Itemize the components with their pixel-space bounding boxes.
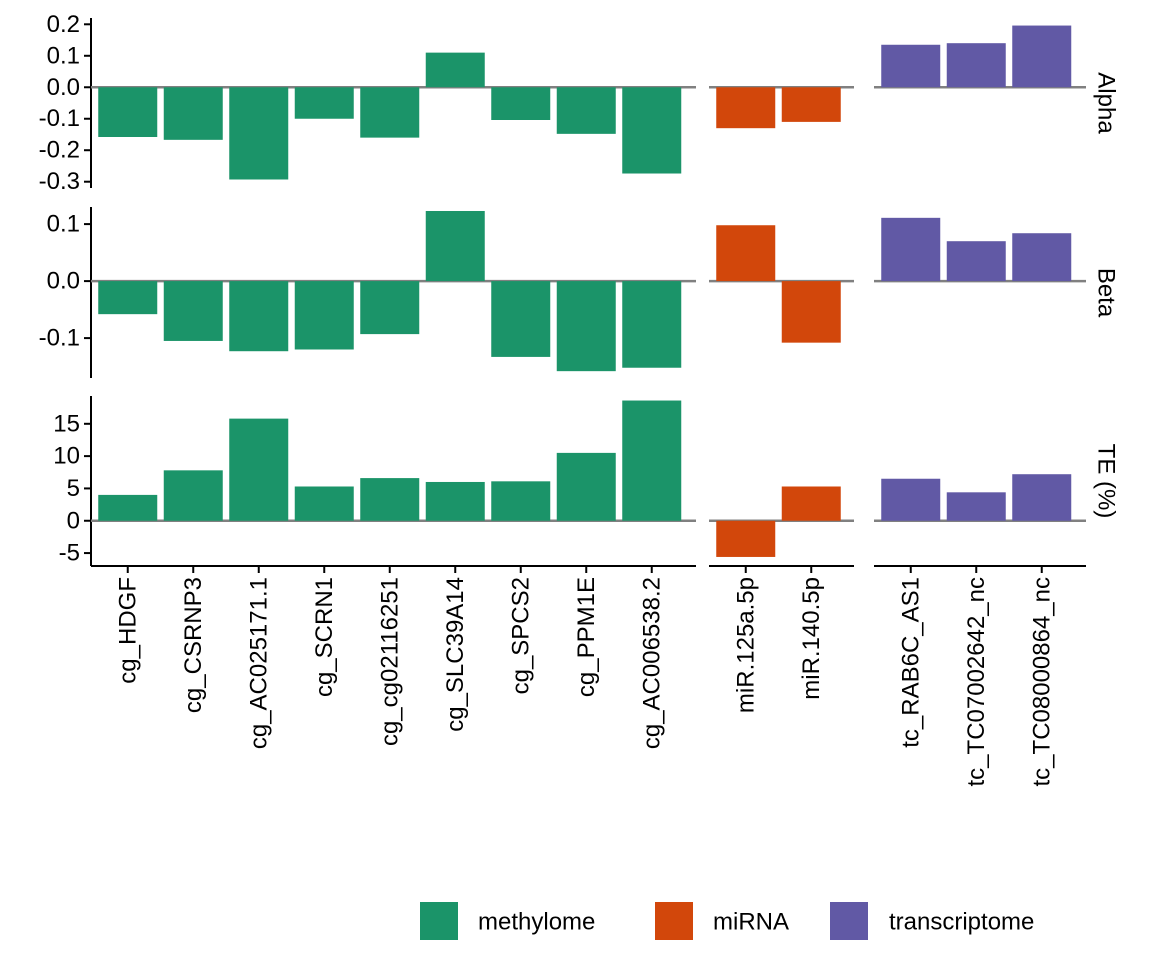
- bar-beta-cg-spcs2: [491, 281, 551, 357]
- bar-te-mir-125a-5p: [716, 520, 776, 557]
- bar-te-cg-ppm1e: [556, 452, 616, 521]
- x-tick-label-cg-csrnp3: cg_CSRNP3: [180, 577, 207, 713]
- bar-beta-tc-tc08000864-nc: [1012, 233, 1072, 282]
- y-tick-label: -5: [59, 540, 80, 567]
- bar-beta-tc-tc07002642-nc: [946, 241, 1006, 282]
- bar-alpha-tc-tc08000864-nc: [1012, 25, 1072, 88]
- bar-beta-tc-rab6c-as1: [881, 217, 941, 282]
- bar-alpha-cg-ac006538-2: [622, 87, 682, 174]
- x-tick-label-tc-tc07002642-nc: tc_TC07002642_nc: [963, 577, 990, 786]
- y-tick-label: -0.1: [39, 105, 80, 132]
- facet-strip-label-te: TE (%): [1093, 444, 1120, 519]
- bar-alpha-cg-cg02116251: [360, 87, 420, 138]
- y-tick-label: 5: [67, 475, 80, 502]
- bar-te-tc-tc07002642-nc: [946, 492, 1006, 521]
- facet-strip-label-alpha: Alpha: [1093, 72, 1120, 134]
- x-tick-label-mir-125a-5p: miR.125a.5p: [732, 577, 759, 713]
- x-tick-label-cg-ac025171-1: cg_AC025171.1: [245, 577, 272, 749]
- facet-strip-label-beta: Beta: [1093, 268, 1120, 318]
- bar-alpha-mir-125a-5p: [716, 87, 776, 129]
- bar-te-tc-tc08000864-nc: [1012, 474, 1072, 521]
- bar-alpha-cg-ppm1e: [556, 87, 616, 134]
- bar-te-mir-140-5p: [781, 486, 841, 521]
- y-tick-label: 15: [53, 410, 80, 437]
- bar-te-tc-rab6c-as1: [881, 478, 941, 521]
- y-tick-label: 0.0: [47, 74, 80, 101]
- bar-te-cg-hdgf: [98, 494, 158, 521]
- bar-alpha-cg-slc39a14: [425, 52, 485, 88]
- bar-te-cg-scrn1: [294, 486, 354, 521]
- bar-te-cg-ac025171-1: [229, 418, 289, 521]
- bar-te-cg-csrnp3: [163, 470, 223, 521]
- bar-beta-cg-csrnp3: [163, 281, 223, 341]
- bar-beta-cg-hdgf: [98, 281, 158, 315]
- bar-beta-mir-125a-5p: [716, 225, 776, 282]
- bar-alpha-mir-140-5p: [781, 87, 841, 122]
- x-tick-label-mir-140-5p: miR.140.5p: [798, 577, 825, 700]
- bar-beta-mir-140-5p: [781, 281, 841, 343]
- y-tick-label: 0.0: [47, 268, 80, 295]
- bar-alpha-tc-rab6c-as1: [881, 44, 941, 88]
- bar-alpha-cg-spcs2: [491, 87, 551, 120]
- bar-te-cg-slc39a14: [425, 481, 485, 521]
- legend-swatch-transcriptome: [830, 902, 868, 940]
- bar-alpha-cg-hdgf: [98, 87, 158, 137]
- x-tick-label-cg-hdgf: cg_HDGF: [114, 577, 141, 684]
- y-tick-label: 0.1: [47, 211, 80, 238]
- x-tick-label-cg-ac006538-2: cg_AC006538.2: [638, 577, 665, 749]
- bar-te-cg-cg02116251: [360, 478, 420, 521]
- x-tick-label-cg-spcs2: cg_SPCS2: [507, 577, 534, 694]
- x-tick-label-cg-ppm1e: cg_PPM1E: [573, 577, 600, 697]
- bar-te-cg-ac006538-2: [622, 400, 682, 521]
- y-tick-label: -0.1: [39, 325, 80, 352]
- bar-beta-cg-ppm1e: [556, 281, 616, 372]
- legend-label-transcriptome: transcriptome: [889, 909, 1034, 936]
- bar-beta-cg-slc39a14: [425, 210, 485, 282]
- bar-beta-cg-scrn1: [294, 281, 354, 350]
- bar-alpha-cg-ac025171-1: [229, 87, 289, 180]
- bar-alpha-cg-scrn1: [294, 87, 354, 119]
- legend-label-methylome: methylome: [478, 909, 595, 936]
- y-tick-label: 10: [53, 443, 80, 470]
- bar-beta-cg-ac025171-1: [229, 281, 289, 352]
- x-tick-label-cg-scrn1: cg_SCRN1: [311, 577, 338, 697]
- legend-label-mirna: miRNA: [713, 909, 789, 936]
- bar-beta-cg-cg02116251: [360, 281, 420, 335]
- bar-te-cg-spcs2: [491, 481, 551, 521]
- legend-swatch-mirna: [655, 902, 693, 940]
- x-tick-label-cg-slc39a14: cg_SLC39A14: [442, 577, 469, 732]
- legend-swatch-methylome: [420, 902, 458, 940]
- y-tick-label: 0.1: [47, 42, 80, 69]
- bar-beta-cg-ac006538-2: [622, 281, 682, 368]
- y-tick-label: -0.2: [39, 137, 80, 164]
- bar-alpha-cg-csrnp3: [163, 87, 223, 140]
- x-tick-label-tc-rab6c-as1: tc_RAB6C_AS1: [897, 577, 924, 748]
- y-tick-label: -0.3: [39, 168, 80, 195]
- y-tick-label: 0.2: [47, 11, 80, 38]
- y-tick-label: 0: [67, 507, 80, 534]
- x-tick-label-cg-cg02116251: cg_cg02116251: [376, 577, 403, 746]
- bar-alpha-tc-tc07002642-nc: [946, 43, 1006, 88]
- x-tick-label-tc-tc08000864-nc: tc_TC08000864_nc: [1028, 577, 1055, 786]
